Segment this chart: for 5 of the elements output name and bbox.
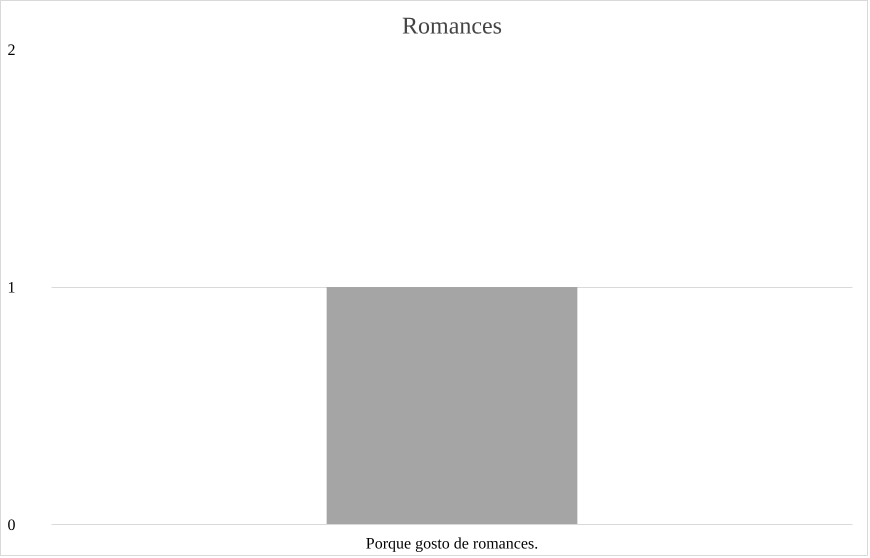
y-tick-label: 2: [8, 42, 16, 59]
chart-title: Romances: [402, 14, 502, 40]
x-tick-label: Porque gosto de romances.: [366, 536, 538, 552]
y-tick-label: 1: [8, 280, 16, 296]
y-tick-label: 0: [8, 517, 16, 534]
